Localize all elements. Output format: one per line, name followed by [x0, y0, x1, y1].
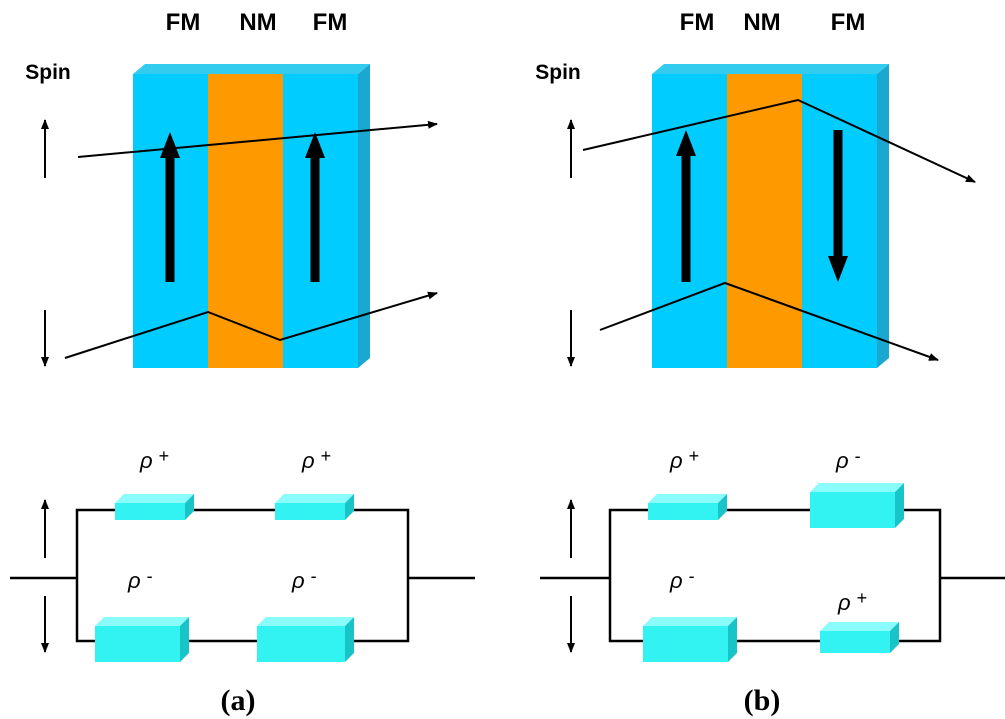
layer-label: FM [831, 9, 866, 36]
caption: (b) [744, 684, 781, 717]
resistor-top [115, 494, 194, 503]
spin-label: Spin [535, 61, 581, 84]
resistivity-label: ρ- [669, 566, 695, 593]
resistivity-label: ρ- [835, 446, 861, 473]
rho-symbol: ρ [127, 568, 141, 593]
resistor-top [643, 617, 737, 626]
layer [208, 74, 283, 368]
resistivity-label: ρ- [291, 566, 317, 593]
stack-top [133, 64, 370, 74]
rho-sign: - [855, 446, 861, 466]
stack-side [877, 64, 889, 368]
rho-symbol: ρ [669, 568, 683, 593]
rho-sign: + [689, 446, 700, 466]
rho-sign: - [689, 566, 695, 586]
resistor [95, 626, 180, 662]
resistivity-label: ρ- [127, 566, 153, 593]
stack-side [358, 64, 370, 368]
resistor-top [810, 483, 904, 492]
rho-symbol: ρ [291, 568, 305, 593]
layer [727, 74, 802, 368]
resistor [275, 503, 345, 520]
resistor-top [95, 617, 189, 626]
layer-label: NM [743, 9, 780, 36]
resistor-top [648, 494, 727, 503]
rho-sign: + [159, 446, 170, 466]
resistivity-label: ρ+ [669, 446, 699, 473]
resistivity-label: ρ+ [301, 446, 331, 473]
rho-symbol: ρ [301, 448, 315, 473]
rho-sign: + [321, 446, 332, 466]
rho-symbol: ρ [835, 448, 849, 473]
rho-sign: - [311, 566, 317, 586]
spin-label: Spin [25, 61, 71, 84]
rho-symbol: ρ [139, 448, 153, 473]
layer-label: FM [313, 9, 348, 36]
resistor [820, 631, 890, 653]
resistor-top [820, 622, 899, 631]
resistor [810, 492, 895, 528]
resistivity-label: ρ+ [837, 588, 867, 615]
resistor [115, 503, 185, 520]
layer-label: NM [239, 9, 276, 36]
figure: FMNMFMSpinρ+ρ+ρ-ρ-(a)FMNMFMSpinρ+ρ-ρ-ρ+(… [0, 0, 1005, 719]
resistor-top [275, 494, 354, 503]
rho-symbol: ρ [837, 590, 851, 615]
resistor [257, 626, 345, 662]
rho-symbol: ρ [669, 448, 683, 473]
rho-sign: - [147, 566, 153, 586]
resistor-top [257, 617, 354, 626]
caption: (a) [221, 684, 256, 717]
layer [283, 74, 358, 368]
layer-label: FM [166, 9, 201, 36]
layer-label: FM [680, 9, 715, 36]
rho-sign: + [857, 588, 868, 608]
stack-top [652, 64, 889, 74]
resistivity-label: ρ+ [139, 446, 169, 473]
resistor [643, 626, 728, 662]
resistor [648, 503, 718, 520]
